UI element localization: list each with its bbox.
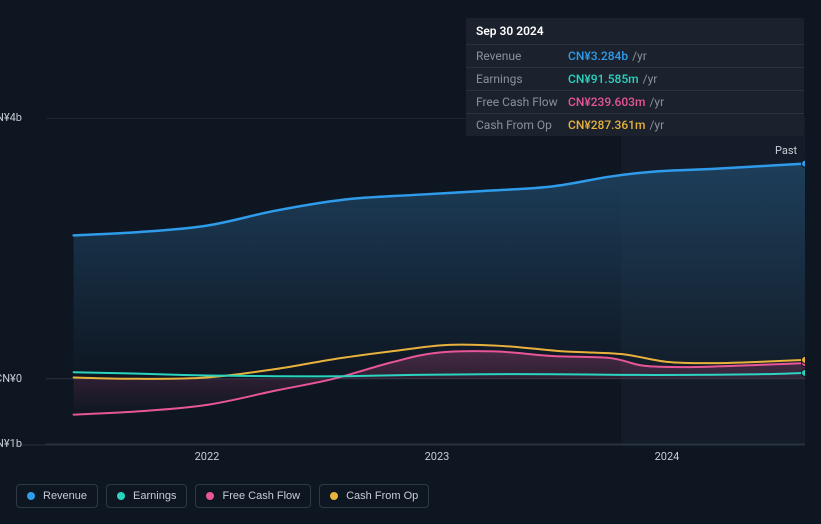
tooltip-row-cfo: Cash From Op CN¥287.361m /yr <box>466 114 804 136</box>
tooltip-unit: /yr <box>649 118 664 132</box>
legend-dot-earnings <box>117 492 125 500</box>
tooltip-value: CN¥3.284b <box>568 49 628 63</box>
financials-chart[interactable] <box>16 118 805 468</box>
tooltip-label: Revenue <box>476 49 568 63</box>
tooltip-label: Earnings <box>476 72 568 86</box>
legend-label: Revenue <box>43 490 87 502</box>
legend-dot-fcf <box>206 492 214 500</box>
tooltip-value: CN¥239.603m <box>568 95 645 109</box>
legend-item-revenue[interactable]: Revenue <box>16 484 98 508</box>
tooltip-label: Cash From Op <box>476 118 568 132</box>
chart-area[interactable]: CN¥4bCN¥0-CN¥1b 202220232024 Past <box>16 118 805 468</box>
tooltip-date: Sep 30 2024 <box>466 18 804 45</box>
tooltip-label: Free Cash Flow <box>476 95 568 109</box>
tooltip-unit: /yr <box>632 49 647 63</box>
legend-item-earnings[interactable]: Earnings <box>106 484 187 508</box>
chart-tooltip: Sep 30 2024 Revenue CN¥3.284b /yr Earnin… <box>466 18 804 136</box>
y-axis-tick-label: -CN¥1b <box>0 437 22 450</box>
legend-label: Cash From Op <box>346 490 418 502</box>
legend-label: Earnings <box>133 490 176 502</box>
legend-dot-revenue <box>27 492 35 500</box>
y-axis-tick-label: CN¥0 <box>0 372 22 385</box>
tooltip-row-fcf: Free Cash Flow CN¥239.603m /yr <box>466 91 804 114</box>
y-axis-tick-label: CN¥4b <box>0 111 22 124</box>
x-axis-tick-label: 2023 <box>397 450 477 463</box>
tooltip-value: CN¥287.361m <box>568 118 645 132</box>
legend-dot-cfo <box>330 492 338 500</box>
tooltip-unit: /yr <box>643 72 658 86</box>
tooltip-unit: /yr <box>649 95 664 109</box>
legend-item-fcf[interactable]: Free Cash Flow <box>195 484 311 508</box>
tooltip-value: CN¥91.585m <box>568 72 639 86</box>
past-label: Past <box>775 144 797 157</box>
legend-label: Free Cash Flow <box>222 490 300 502</box>
x-axis-tick-label: 2024 <box>627 450 707 463</box>
legend: Revenue Earnings Free Cash Flow Cash Fro… <box>16 484 429 508</box>
tooltip-row-revenue: Revenue CN¥3.284b /yr <box>466 45 804 68</box>
legend-item-cfo[interactable]: Cash From Op <box>319 484 429 508</box>
x-axis-tick-label: 2022 <box>167 450 247 463</box>
tooltip-row-earnings: Earnings CN¥91.585m /yr <box>466 68 804 91</box>
